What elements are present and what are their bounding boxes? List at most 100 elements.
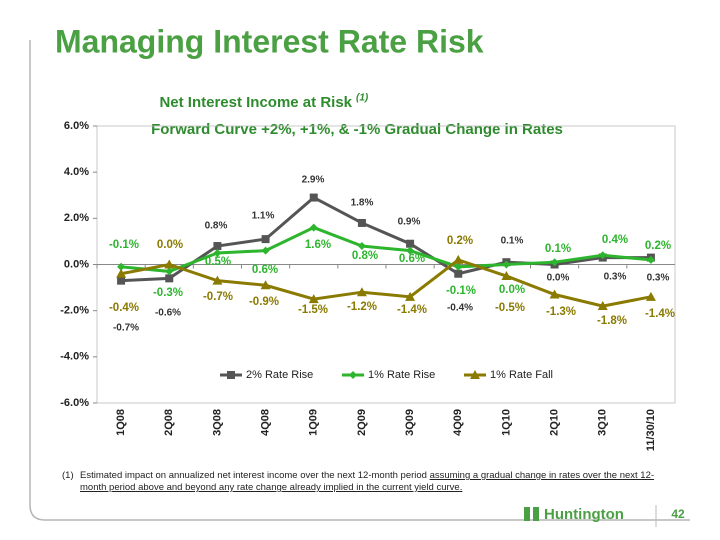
legend-label: 1% Rate Rise (368, 369, 435, 381)
x-tick-label: 4Q08 (259, 409, 271, 436)
footnote-plain: Estimated impact on annualized net inter… (80, 470, 430, 481)
data-label: -1.5% (298, 304, 328, 316)
series: -0.4% 0.0% -0.7% -0.9% -1.5% -1.2% -1.4% 0.2% -0… (109, 235, 675, 327)
series: -0.7% -0.6% 0.8% 1.1% 2.9% 1.8% 0.9% -0.4% 0.1% 0… (113, 175, 670, 334)
point (502, 260, 511, 269)
legend-label: 1% Rate Fall (490, 369, 553, 381)
point (349, 371, 357, 379)
series-line (120, 225, 652, 273)
data-label: 0.8% (352, 250, 378, 262)
point (470, 370, 480, 379)
page-number: 42 (671, 507, 685, 521)
x-tick-label: 1Q09 (308, 409, 320, 436)
point (117, 276, 126, 285)
point (212, 275, 223, 285)
data-label: 1.6% (305, 239, 331, 251)
y-tick-label: -6.0% (60, 397, 89, 409)
point (213, 242, 222, 251)
footnote-marker: (1) (62, 470, 74, 481)
point (550, 258, 559, 267)
y-tick-label: -2.0% (60, 305, 89, 317)
point (227, 371, 235, 379)
data-label: -0.1% (446, 285, 476, 297)
point (454, 269, 463, 278)
data-label: 0.0% (499, 284, 525, 296)
data-label: -1.4% (397, 304, 427, 316)
point (116, 268, 127, 278)
point (309, 193, 318, 202)
point (164, 259, 175, 269)
data-label: 0.6% (252, 264, 278, 276)
x-tick-label: 3Q10 (597, 409, 609, 436)
y-tick-label: 2.0% (64, 212, 89, 224)
data-label: 0.4% (602, 234, 628, 246)
data-label: -0.7% (203, 291, 233, 303)
data-label: 0.9% (398, 217, 421, 228)
y-tick-label: 6.0% (64, 120, 89, 132)
data-label: 0.1% (545, 243, 571, 255)
data-label: -0.7% (113, 323, 139, 334)
footnote: (1) Estimated impact on annualized net i… (62, 470, 662, 494)
chart-title-note: (1) (356, 93, 369, 104)
logo-text: Huntington (544, 506, 624, 523)
series-line (120, 258, 652, 308)
x-tick-label: 1Q08 (115, 409, 127, 436)
point (356, 287, 367, 297)
data-label: 0.1% (501, 236, 524, 247)
data-label: -0.5% (495, 302, 525, 314)
data-label: 0.2% (645, 240, 671, 252)
data-label: 1.1% (252, 211, 275, 222)
data-label: 0.6% (399, 253, 425, 265)
data-label: -0.3% (153, 287, 183, 299)
x-tick-label: 1Q10 (500, 409, 512, 436)
data-label: -1.8% (597, 315, 627, 327)
x-tick-label: 2Q10 (548, 409, 560, 436)
point (454, 262, 463, 271)
x-tick-label: 11/30/10 (645, 409, 657, 451)
y-tick-label: 0.0% (64, 258, 89, 270)
point (309, 223, 318, 232)
footnote-underlined: assuming a gradual change in rates over … (80, 470, 655, 493)
data-label: -0.4% (109, 302, 139, 314)
slide-border (29, 40, 690, 521)
x-tick-label: 3Q09 (404, 409, 416, 436)
footnote-text: Estimated impact on annualized net inter… (62, 470, 662, 494)
logo-mark (524, 507, 530, 521)
point (453, 254, 464, 264)
legend-label: 2% Rate Rise (246, 369, 313, 381)
point (117, 262, 126, 271)
slide-title: Managing Interest Rate Risk (55, 23, 484, 59)
point (598, 251, 607, 260)
data-label: -1.4% (645, 308, 675, 320)
series-line (121, 195, 651, 283)
data-label: 0.8% (205, 221, 228, 232)
data-label: 0.2% (447, 235, 473, 247)
logo: Huntington (524, 506, 624, 523)
x-tick-label: 2Q08 (163, 409, 175, 436)
point (165, 267, 174, 276)
point (597, 301, 608, 311)
data-label: -1.2% (347, 301, 377, 313)
data-label: 0.3% (647, 273, 670, 284)
data-label: -0.6% (155, 308, 181, 319)
data-label: 0.0% (157, 239, 183, 251)
point (549, 289, 560, 299)
point (501, 271, 512, 281)
y-tick-label: -4.0% (60, 351, 89, 363)
x-tick-label: 3Q08 (211, 409, 223, 436)
data-label: 0.0% (547, 273, 570, 284)
series: -0.1% -0.3% 0.5% 0.6% 1.6% 0.8% 0.6% -0.1% 0.0% 0… (109, 223, 671, 299)
point (165, 274, 174, 283)
data-label: 1.8% (351, 198, 374, 209)
point (406, 246, 415, 255)
data-label: -0.1% (109, 239, 139, 251)
point (261, 246, 270, 255)
data-label: -0.9% (249, 296, 279, 308)
point (260, 280, 271, 290)
point (357, 218, 366, 227)
data-label: 0.3% (604, 272, 627, 283)
point (405, 291, 416, 301)
point (261, 235, 270, 244)
